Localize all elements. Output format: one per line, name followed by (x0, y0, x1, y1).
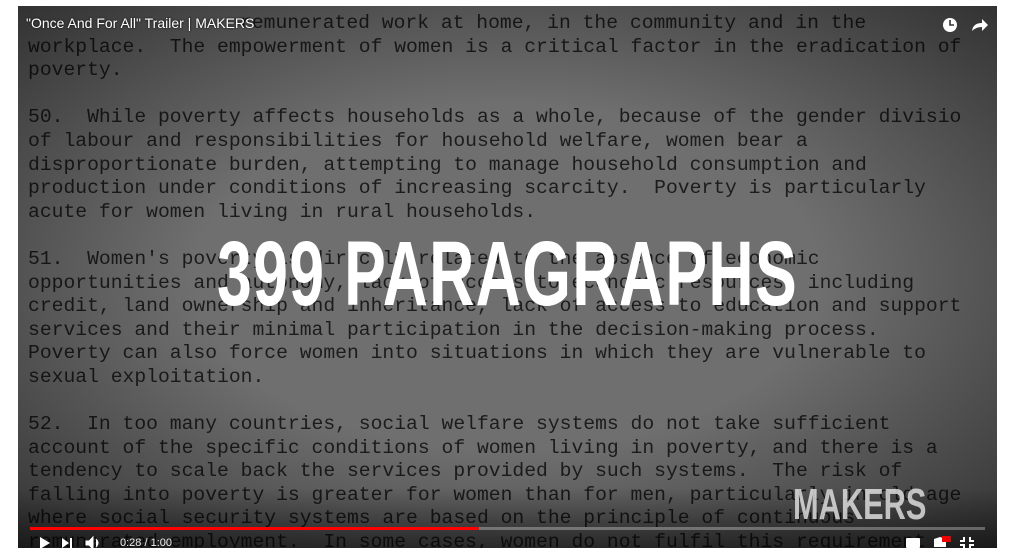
video-title[interactable]: "Once And For All" Trailer | MAKERS (26, 15, 254, 31)
overlay-caption: 399 PARAGRAPHS (175, 224, 841, 324)
captions-button[interactable] (906, 538, 920, 548)
time-display: 0:28 / 1:00 (120, 537, 172, 548)
next-button[interactable] (62, 538, 72, 548)
watermark: MAKERS (793, 480, 926, 530)
volume-button[interactable] (86, 537, 98, 548)
top-icons (942, 16, 990, 36)
page: remunerated work at home, in the communi… (0, 0, 1017, 554)
share-icon[interactable] (972, 19, 988, 31)
fullscreen-button[interactable] (960, 537, 974, 548)
left-controls (38, 535, 118, 548)
progress-bar[interactable] (30, 527, 985, 530)
right-controls (904, 535, 984, 548)
play-button[interactable] (40, 537, 50, 548)
progress-played (30, 527, 479, 530)
video-player[interactable]: remunerated work at home, in the communi… (18, 6, 997, 548)
